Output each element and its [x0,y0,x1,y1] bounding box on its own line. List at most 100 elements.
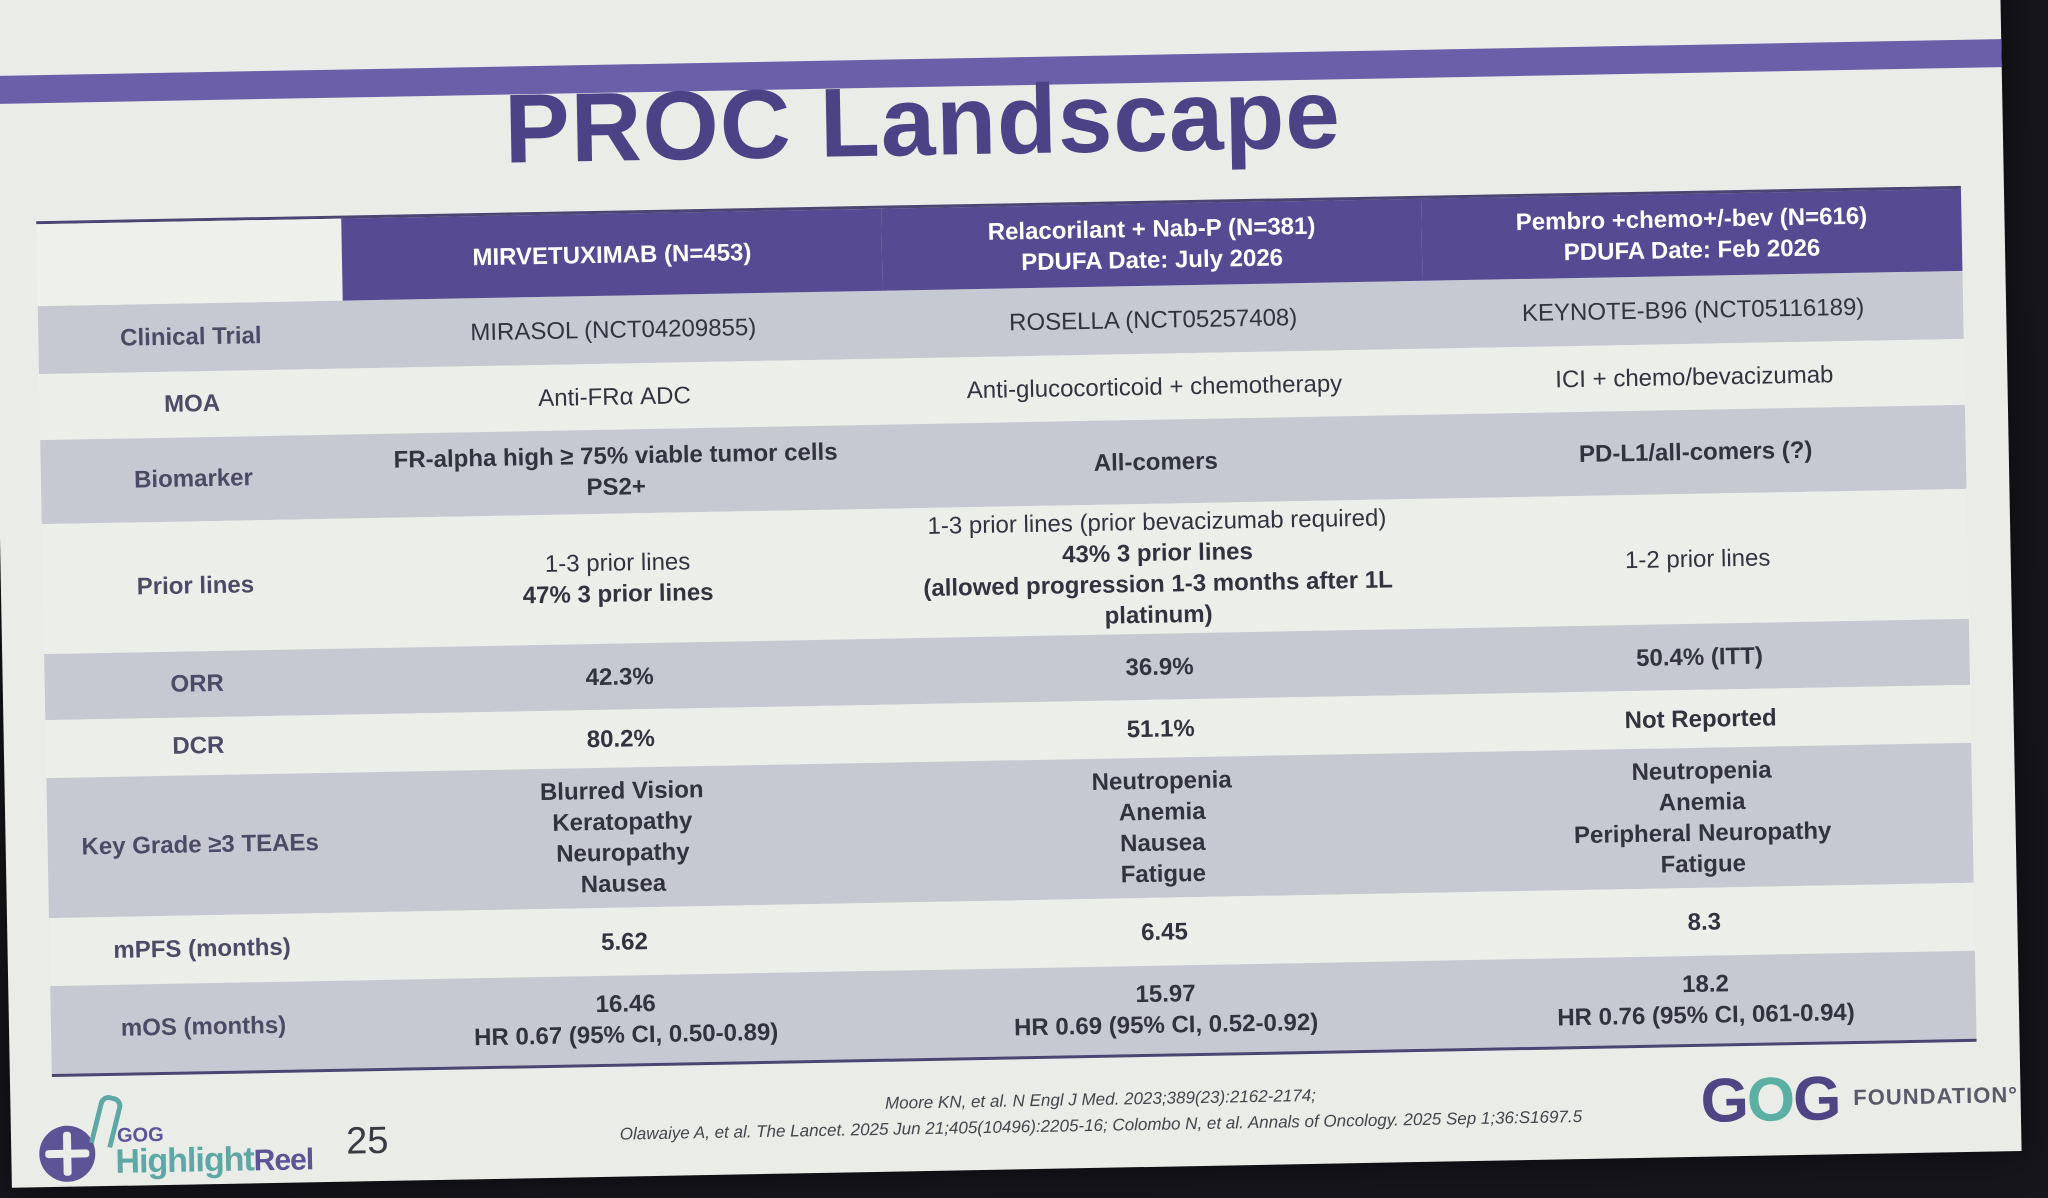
table-cell: Blurred Vision Keratopathy Neuropathy Nause… [352,771,894,905]
logo-reel-word: Reel [253,1143,314,1178]
table-cell: All-comers [886,441,1426,482]
table-cell: PD-L1/all-comers (?) [1425,431,1965,472]
cell-line: Neuropathy [555,838,690,868]
table-cell: 8.3 [1434,901,1974,942]
cell-line: 80.2% [586,724,656,753]
cell-line: 50.4% (ITT) [1635,642,1764,672]
cell-line: Not Reported [1624,703,1777,734]
cell-line: 51.1% [1126,714,1195,743]
cell-line: ROSELLA (NCT05257408) [1008,303,1298,336]
logo-highlight-reel-text: HighlightReel [115,1139,313,1182]
table-cell: Neutropenia Anemia Peripheral Neuropathy Fa… [1431,751,1973,885]
row-label: Prior lines [136,571,255,601]
table-cell: ROSELLA (NCT05257408) [883,299,1423,340]
cell-line: Anemia [1658,787,1746,817]
table-cell: 80.2% [351,718,891,759]
row-label: ORR [170,669,225,698]
cell-line: 6.45 [1140,917,1189,946]
table-cell: 6.45 [894,911,1434,952]
cell-line: Nausea [1119,828,1206,858]
cell-line: PS2+ [586,473,647,502]
cell-line: 43% 3 prior lines [1061,537,1254,569]
gog-foundation-logo: GOG FOUNDATION° [1700,1060,2019,1136]
row-label: mOS (months) [120,1011,287,1042]
comparison-table: MIRVETUXIMAB (N=453) Relacorilant + Nab-… [36,185,1977,1078]
wordmark-letter: O [1746,1064,1794,1135]
table-cell: 50.4% (ITT) [1429,636,1969,677]
cell-line: 5.62 [600,927,649,956]
logo-highlight-word: Highlight [115,1140,255,1181]
slide-title: PROC Landscape [503,58,1342,184]
cell-line: Peripheral Neuropathy [1573,817,1832,850]
table-cell: Anti-FRα ADC [344,376,884,417]
table-cell: ICI + chemo/bevacizumab [1424,356,1964,397]
table-cell: 1-3 prior lines 47% 3 prior lines [347,543,888,615]
cell-line: PD-L1/all-comers (?) [1578,436,1813,468]
table-cell: 5.62 [354,921,894,962]
cell-line: HR 0.67 (95% CI, 0.50-0.89) [473,1018,779,1052]
row-label: Key Grade ≥3 TEAEs [81,829,320,861]
column-header-pdufa: PDUFA Date: Feb 2026 [1563,234,1821,267]
column-header-pembro: Pembro +chemo+/-bev (N=616) PDUFA Date: … [1421,188,1963,281]
cell-line: 36.9% [1125,652,1194,681]
cell-line: Anti-glucocorticoid + chemotherapy [966,369,1343,404]
cell-line: 1-2 prior lines [1624,543,1771,574]
cell-line: Fatigue [1660,849,1747,879]
row-label: Biomarker [133,464,254,494]
header-blank-cell [36,218,343,307]
cell-line: Neutropenia [1631,756,1772,787]
cell-line: 16.46 [595,989,656,1019]
table-cell: Neutropenia Anemia Nausea Fatigue [891,761,1433,895]
cell-line: 15.97 [1135,980,1196,1009]
table-cell: Anti-glucocorticoid + chemotherapy [884,366,1424,407]
table-cell: FR-alpha high ≥ 75% viable tumor cells PS… [345,436,886,508]
cell-line: Fatigue [1120,859,1207,889]
cell-line: 42.3% [585,662,654,691]
cell-line: 1-3 prior lines (prior bevacizumab requi… [927,504,1387,540]
table-cell: 15.97 HR 0.69 (95% CI, 0.52-0.92) [895,974,1436,1046]
table-cell: 1-3 prior lines (prior bevacizumab requi… [887,502,1429,636]
cell-line: Anti-FRα ADC [538,381,692,412]
foundation-text: FOUNDATION° [1853,1082,2019,1111]
cell-line: All-comers [1093,447,1219,477]
cell-line: ICI + chemo/bevacizumab [1555,360,1834,393]
column-header-pdufa: PDUFA Date: July 2026 [1020,244,1284,277]
table-cell: 18.2 HR 0.76 (95% CI, 061-0.94) [1435,964,1976,1036]
wordmark-letter: G [1792,1063,1840,1134]
cell-line: Keratopathy [552,807,693,837]
cell-line: 18.2 [1681,970,1730,999]
cell-line: platinum) [1104,600,1213,630]
table-cell: 16.46 HR 0.67 (95% CI, 0.50-0.89) [355,984,896,1056]
table-cell: KEYNOTE-B96 (NCT05116189) [1423,289,1963,330]
row-label: mPFS (months) [113,933,291,964]
cell-line: (allowed progression 1-3 months after 1L [923,566,1393,602]
slide-number: 25 [345,1119,389,1163]
cell-line: 8.3 [1687,907,1722,936]
row-label: Clinical Trial [119,322,262,352]
cell-line: HR 0.69 (95% CI, 0.52-0.92) [1013,1008,1319,1042]
column-header-mirvetuximab: MIRVETUXIMAB (N=453) [341,208,883,301]
wordmark-letter: G [1699,1065,1748,1136]
table-cell: Not Reported [1430,698,1970,739]
references: Moore KN, et al. N Engl J Med. 2023;389(… [570,1077,1631,1148]
projected-slide: PROC Landscape MIRVETUXIMAB (N=453) Rela… [0,0,2022,1188]
table-cell: 36.9% [889,646,1429,687]
row-label: DCR [172,731,225,760]
table-cell: 42.3% [349,656,889,697]
gog-wordmark: GOG [1700,1063,1840,1137]
table-cell: 51.1% [890,708,1430,749]
table-cell: 1-2 prior lines [1427,538,1967,579]
film-reel-icon [38,1125,96,1183]
table-body: Clinical Trial MIRASOL (NCT04209855) ROSEL… [37,270,1977,1075]
cell-line: MIRASOL (NCT04209855) [470,313,757,346]
cell-line: Anemia [1118,797,1206,827]
cell-line: Neutropenia [1091,766,1232,796]
cell-line: Nausea [580,869,667,899]
cell-line: 47% 3 prior lines [522,578,714,610]
gog-highlight-reel-logo: GOG HighlightReel [38,1091,313,1186]
table-cell: MIRASOL (NCT04209855) [343,309,883,350]
cell-line: KEYNOTE-B96 (NCT05116189) [1521,293,1865,327]
cell-line: FR-alpha high ≥ 75% viable tumor cells [393,438,838,474]
column-header-line: MIRVETUXIMAB (N=453) [472,238,752,271]
row-label: MOA [163,389,221,418]
